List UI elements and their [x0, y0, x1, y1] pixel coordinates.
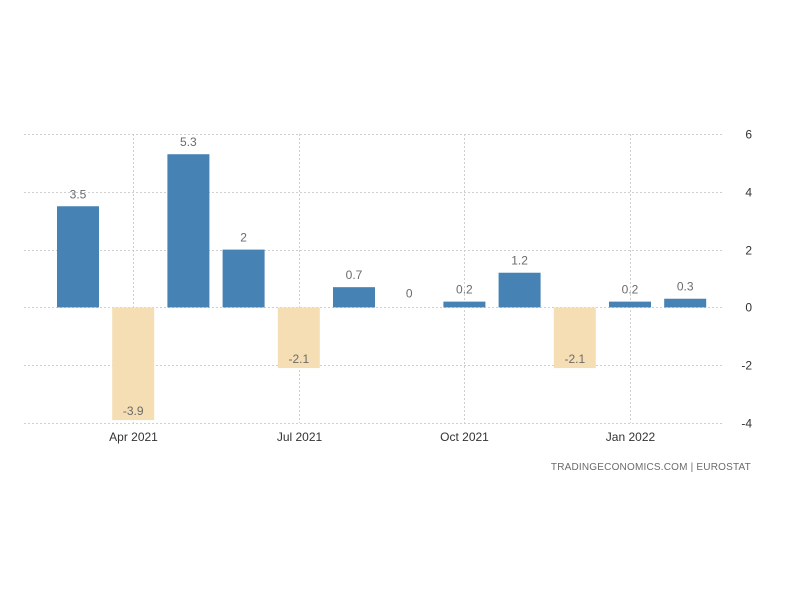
bars [57, 154, 707, 421]
bar [553, 307, 596, 369]
data-label: 0.3 [677, 280, 694, 294]
bar [167, 154, 210, 308]
x-tick-label: Jul 2021 [277, 430, 323, 444]
x-axis-ticks: Apr 2021 Jul 2021 Oct 2021 Jan 2022 [109, 430, 655, 444]
bar [112, 307, 155, 421]
data-label: 0.2 [456, 283, 473, 297]
y-tick-label: 0 [745, 301, 752, 315]
bar [609, 301, 651, 308]
data-label: 2 [240, 231, 247, 245]
x-tick-label: Jan 2022 [606, 430, 656, 444]
data-label: -2.1 [564, 352, 585, 366]
data-label: 3.5 [70, 187, 87, 201]
source-attribution: TRADINGECONOMICS.COM | EUROSTAT [550, 462, 751, 473]
y-tick-label: -2 [741, 359, 752, 373]
bar [498, 272, 541, 308]
bar [222, 249, 265, 308]
y-tick-label: 2 [745, 244, 752, 258]
data-label: 0.2 [622, 283, 639, 297]
bar [57, 206, 99, 308]
y-tick-label: 6 [745, 128, 752, 142]
data-label: -2.1 [288, 352, 309, 366]
y-axis-ticks: 6 4 2 0 -2 -4 [741, 128, 752, 431]
x-tick-label: Apr 2021 [109, 430, 158, 444]
y-tick-label: 4 [745, 186, 752, 200]
data-label: 0 [406, 286, 413, 300]
data-label: 5.3 [180, 135, 197, 149]
data-label: 1.2 [511, 254, 528, 268]
x-tick-label: Oct 2021 [440, 430, 489, 444]
bar [664, 298, 707, 308]
data-label: -3.9 [123, 404, 144, 418]
bar [443, 301, 486, 308]
bar [333, 287, 375, 308]
y-tick-label: -4 [741, 417, 752, 431]
bar [277, 307, 320, 369]
data-label: 0.7 [346, 268, 363, 282]
data-labels: 3.5 -3.9 5.3 2 -2.1 0.7 0 0.2 1.2 -2.1 0.2 0.3 [70, 135, 694, 418]
